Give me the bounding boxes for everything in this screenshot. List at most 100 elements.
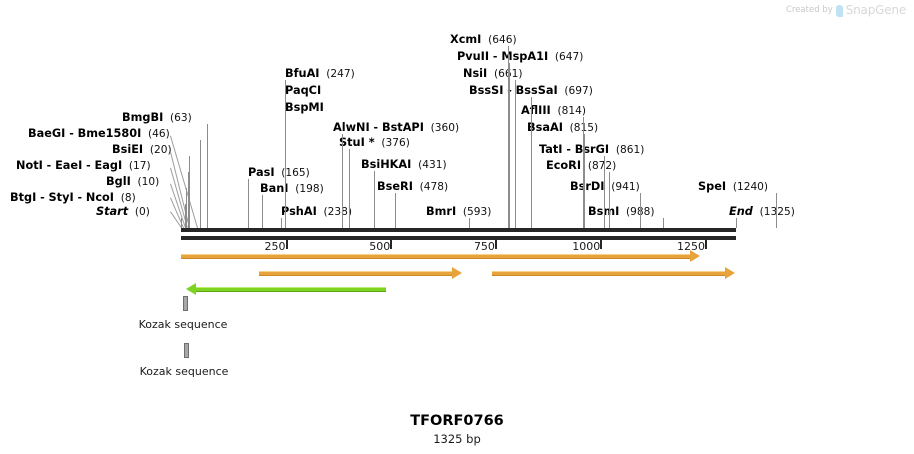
enzyme-name: BmrI [426, 205, 457, 218]
enzyme-label-bseri[interactable]: BseRI (478) [377, 180, 449, 194]
enzyme-label-bfuai[interactable]: BfuAI (247) [285, 67, 355, 81]
enzyme-position: (941) [604, 181, 640, 193]
feature-shaft [259, 271, 453, 276]
enzyme-name: BanI [260, 182, 289, 195]
feature-orange-arrow-mid[interactable] [259, 267, 462, 279]
leader-line-ecori [609, 172, 610, 228]
leader-line-bmri [469, 218, 470, 228]
enzyme-label-bgli[interactable]: BglI (10) [106, 176, 159, 189]
leader-line-pvuii [509, 63, 510, 228]
leader-line-bani [262, 195, 263, 228]
enzyme-label-bspmi[interactable]: BspMI [285, 102, 324, 114]
enzyme-position: (46) [141, 128, 170, 140]
enzyme-label-pshai[interactable]: PshAI (238) [281, 205, 353, 219]
ruler-tick [390, 240, 393, 249]
enzyme-position: (238) [316, 206, 353, 218]
enzyme-name: End [729, 205, 753, 218]
enzyme-label-pvuii[interactable]: PvuII - MspA1I (647) [457, 50, 583, 64]
watermark-created-by: Created by [785, 5, 833, 15]
enzyme-name: NotI [16, 159, 43, 172]
sequence-length: 1325 bp [433, 432, 481, 446]
feature-orange-arrow-right[interactable] [492, 267, 735, 279]
ruler-label-1000: 1000 [572, 240, 601, 253]
kozak-marker[interactable] [183, 296, 188, 311]
enzyme-label-bani[interactable]: BanI (198) [260, 182, 324, 196]
enzyme-label-baegi[interactable]: BaeGI - Bme1580I (46) [28, 127, 170, 141]
enzyme-label-bsaai[interactable]: BsaAI (815) [527, 121, 598, 135]
enzyme-label-tati[interactable]: TatI - BsrGI (861) [539, 143, 645, 157]
ruler-tick [599, 240, 602, 249]
enzyme-label-start[interactable]: Start (0) [96, 205, 150, 219]
snapgene-logo-icon [835, 5, 843, 17]
enzyme-label-bsrdi[interactable]: BsrDI (941) [570, 180, 640, 194]
enzyme-position: (697) [557, 85, 593, 97]
enzyme-name: PasI [248, 166, 275, 179]
enzyme-position: (593) [456, 206, 492, 218]
enzyme-name: BseRI [377, 180, 413, 193]
enzyme-label-noti[interactable]: NotI - EaeI - EagI (17) [16, 159, 151, 173]
enzyme-label-bmgbi[interactable]: BmgBI (63) [122, 112, 192, 125]
enzyme-name: Start [96, 205, 129, 218]
enzyme-position: (63) [163, 112, 192, 124]
enzyme-name: StuI * [339, 136, 375, 149]
feature-shaft [195, 287, 386, 292]
feature-arrowhead-left [186, 283, 196, 295]
feature-arrowhead-right [452, 267, 462, 279]
kozak-marker[interactable] [184, 343, 189, 358]
enzyme-name: BfuAI [285, 67, 320, 80]
leader-line-xcmi [508, 46, 509, 228]
enzyme-label-bsssi[interactable]: BssSI - BssSaI (697) [469, 84, 593, 98]
enzyme-separator: - [562, 143, 575, 156]
enzyme-label-end[interactable]: End (1325) [729, 205, 795, 219]
enzyme-position: (861) [609, 144, 645, 156]
leader-line-spei [776, 193, 777, 228]
enzyme-label-pasi[interactable]: PasI (165) [248, 166, 310, 180]
enzyme-name: MspA1I [501, 50, 549, 63]
enzyme-name: EaeI [55, 159, 83, 172]
backbone-top-strand [181, 228, 736, 232]
enzyme-name: SpeI [698, 180, 727, 193]
enzyme-name: BsmI [588, 205, 619, 218]
enzyme-name: NsiI [463, 67, 488, 80]
enzyme-name: PshAI [281, 205, 317, 218]
enzyme-position: (988) [619, 206, 655, 218]
enzyme-label-bmri[interactable]: BmrI (593) [426, 205, 492, 219]
enzyme-separator: - [82, 159, 95, 172]
watermark-brand: SnapGene [845, 3, 906, 17]
enzyme-separator: - [369, 121, 382, 134]
enzyme-name: BssSaI [515, 84, 558, 97]
enzyme-label-bsiei[interactable]: BsiEI (20) [112, 144, 172, 157]
enzyme-label-bsihkai[interactable]: BsiHKAI (431) [361, 159, 447, 172]
enzyme-label-spei[interactable]: SpeI (1240) [698, 180, 768, 194]
leader-line-baegi [200, 140, 201, 228]
enzyme-name: BsaAI [527, 121, 563, 134]
enzyme-name: BaeGI [28, 127, 66, 140]
kozak-label: Kozak sequence [139, 365, 229, 378]
leader-line-bgli [186, 188, 187, 228]
enzyme-position: (661) [487, 68, 523, 80]
feature-orange-arrow-full[interactable] [181, 250, 700, 262]
enzyme-name: BsrDI [570, 180, 605, 193]
enzyme-label-paqci[interactable]: PaqCI [285, 85, 321, 97]
enzyme-name: Bme1580I [77, 127, 142, 140]
enzyme-label-alwni[interactable]: AlwNI - BstAPI (360) [333, 121, 460, 135]
leader-line-stui [349, 149, 350, 228]
feature-shaft [181, 254, 691, 259]
enzyme-separator: - [42, 159, 56, 172]
enzyme-label-btgi[interactable]: BtgI - StyI - NcoI (8) [10, 192, 136, 205]
enzyme-label-xcmi[interactable]: XcmI (646) [450, 34, 517, 47]
enzyme-label-aflili[interactable]: AflIII (814) [521, 105, 586, 118]
leader-line-aflili [583, 117, 584, 228]
enzyme-position: (360) [423, 122, 460, 134]
feature-green-arrow-reverse[interactable] [186, 283, 386, 295]
enzyme-position: (814) [550, 105, 586, 117]
enzyme-position: (478) [412, 181, 449, 193]
enzyme-label-stui[interactable]: StuI * (376) [339, 136, 410, 150]
leader-line-bsaai [584, 134, 585, 228]
leader-line-nsii [515, 80, 516, 228]
enzyme-label-ecori[interactable]: EcoRI (872) [546, 160, 616, 173]
enzyme-label-nsii[interactable]: NsiI (661) [463, 67, 523, 81]
enzyme-label-bsmi[interactable]: BsmI (988) [588, 205, 655, 219]
enzyme-name: EagI [94, 159, 123, 172]
